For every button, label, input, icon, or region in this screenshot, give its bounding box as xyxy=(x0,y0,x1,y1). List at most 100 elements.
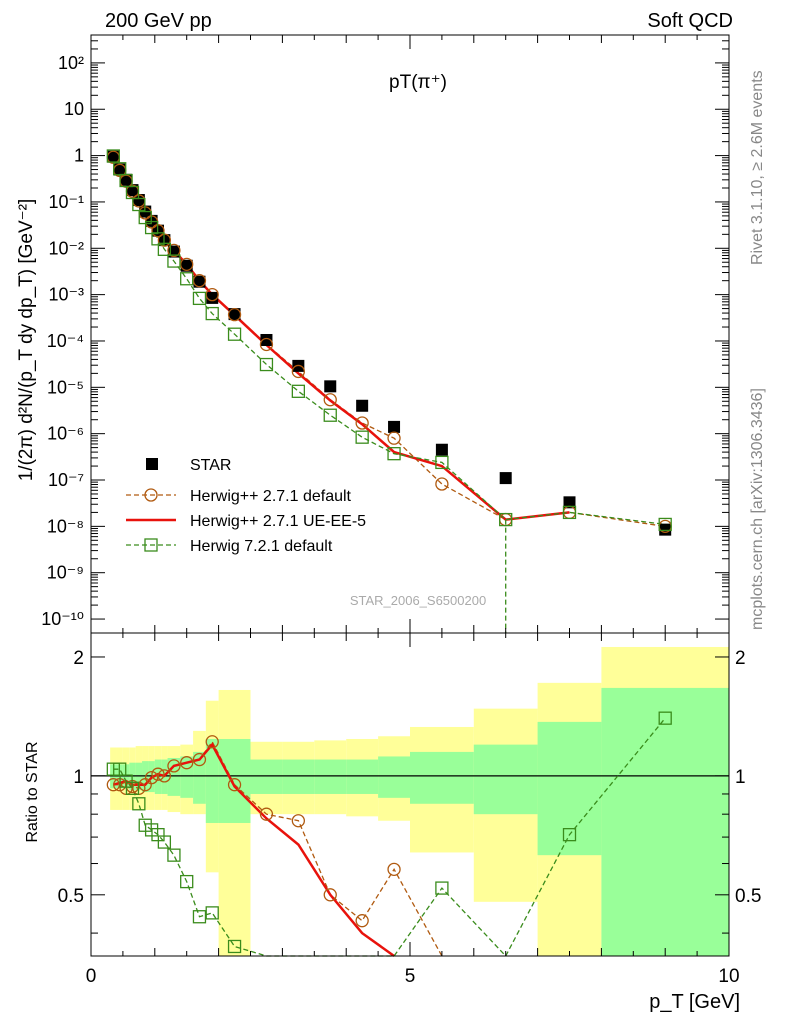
main-y-tick-label: 10⁻¹ xyxy=(48,192,84,212)
ratio-point-herwig721-default xyxy=(167,848,181,862)
ratio-point-herwig721-default xyxy=(205,906,219,920)
main-point-star xyxy=(228,308,241,321)
main-point-herwig721-default xyxy=(323,408,337,422)
ratio-point-herwig271-default xyxy=(151,767,165,781)
main-y-tick-label: 10⁻³ xyxy=(48,285,84,305)
ratio-point-herwig271-default xyxy=(192,752,207,767)
data-marks xyxy=(106,149,672,954)
main-point-herwig721-default xyxy=(562,505,577,520)
ratio-y-tick-label: 0.5 xyxy=(58,886,84,907)
ratio-point-herwig271-default xyxy=(106,778,120,792)
main-point-star xyxy=(113,163,126,176)
legend: STAR Herwig++ 2.7.1 default Herwig++ 2.7… xyxy=(126,457,366,555)
ratio-point-herwig721-default xyxy=(192,910,207,924)
main-y-tick-label: 10⁻⁵ xyxy=(47,377,84,397)
main-y-tick-label: 10⁻⁴ xyxy=(47,331,84,351)
ratio-band-inner-bin xyxy=(250,759,283,794)
main-point-star xyxy=(324,380,337,393)
axes: 0 5 10 10⁻¹⁰ 10⁻⁹ 10⁻⁸ 10⁻⁷ 10⁻⁶ 10⁻⁵ 10⁻⁴ 10⁻³ 10⁻… xyxy=(41,34,761,987)
main-point-herwig271-default xyxy=(291,364,306,379)
ratio-band-inner-bin xyxy=(346,759,379,794)
main-point-herwig721-default xyxy=(157,242,172,256)
ratio-point-herwig271-default xyxy=(259,807,274,821)
ratio-y-tick-label-right: 1 xyxy=(735,767,746,788)
ratio-bands xyxy=(110,646,729,956)
ratio-band-inner-bin xyxy=(473,744,538,815)
main-plot-title: pT(π⁺) xyxy=(389,72,447,93)
main-point-herwig721-default xyxy=(106,149,120,163)
main-point-star xyxy=(659,523,672,536)
ratio-y-tick-label-right: 0.5 xyxy=(735,886,761,907)
analysis-watermark: STAR_2006_S6500200 xyxy=(350,593,486,608)
main-point-herwig721-default xyxy=(227,327,242,341)
main-point-herwig721-default xyxy=(259,357,274,372)
legend-marker-herwig271-default xyxy=(144,488,158,502)
ratio-band-outer-bin xyxy=(218,689,251,956)
main-point-herwig721-default xyxy=(205,306,219,321)
side-label-mcplots: mcplots.cern.ch [arXiv:1306.3436] xyxy=(749,388,766,630)
main-point-herwig721-default xyxy=(132,197,146,212)
header-right: Soft QCD xyxy=(647,10,733,32)
ratio-y-tick-label-right: 2 xyxy=(735,648,746,669)
main-point-herwig271-default xyxy=(259,337,274,352)
main-y-tick-label: 10⁻⁸ xyxy=(47,516,84,536)
ratio-point-herwig271-default xyxy=(387,862,401,876)
ratio-point-herwig271-default xyxy=(144,770,159,785)
ratio-point-herwig721-default xyxy=(157,835,172,849)
ratio-y-axis-label: Ratio to STAR xyxy=(24,741,41,842)
main-y-tick-label: 10⁻⁶ xyxy=(47,424,84,444)
main-y-tick-label: 10⁻⁷ xyxy=(48,470,84,490)
ratio-band-inner-bin xyxy=(180,756,194,798)
main-point-star xyxy=(260,333,273,346)
x-tick-label: 0 xyxy=(86,966,97,987)
main-point-star xyxy=(206,291,219,304)
main-point-herwig271-default xyxy=(387,431,401,445)
x-axis-label: p_T [GeV] xyxy=(649,991,740,1013)
ratio-line-herwig721-default xyxy=(113,717,666,958)
ratio-point-herwig271-default xyxy=(291,814,306,828)
main-point-herwig271-default xyxy=(192,274,207,288)
ratio-band-inner-bin xyxy=(314,759,347,794)
main-point-star xyxy=(435,443,448,456)
main-y-tick-label: 10⁻⁹ xyxy=(47,563,84,583)
ratio-point-herwig721-default xyxy=(227,939,242,954)
main-y-tick-label: 10 xyxy=(64,99,84,119)
ratio-band-inner-bin xyxy=(601,687,729,956)
main-y-axis-label: 1/(2π) d²N/(p_T dy dp_T) [GeV⁻²] xyxy=(16,199,37,482)
legend-label-star: STAR xyxy=(190,457,231,474)
ratio-y-tick-label: 1 xyxy=(73,767,84,788)
legend-marker-star xyxy=(146,458,158,470)
ratio-band-inner-bin xyxy=(205,738,219,823)
ratio-band-inner-bin xyxy=(378,756,410,798)
main-point-herwig721-default xyxy=(355,430,369,444)
main-point-star xyxy=(107,150,120,163)
ratio-point-herwig721-default xyxy=(562,828,577,842)
main-point-herwig721-default xyxy=(387,447,401,461)
side-label-rivet: Rivet 3.1.10, ≥ 2.6M events xyxy=(749,70,766,265)
main-line-herwig271-default xyxy=(112,157,666,528)
ratio-point-herwig271-default xyxy=(180,756,194,770)
ratio-point-herwig721-default xyxy=(658,711,672,725)
ratio-point-herwig271-default xyxy=(167,759,181,773)
x-tick-label: 5 xyxy=(405,966,416,987)
main-y-tick-label: 10⁻¹⁰ xyxy=(41,609,84,629)
legend-label-herwig271-ueee5: Herwig++ 2.7.1 UE-EE-5 xyxy=(190,513,366,530)
ratio-point-herwig721-default xyxy=(180,874,194,889)
header-left: 200 GeV pp xyxy=(105,10,212,32)
main-point-herwig721-default xyxy=(180,272,194,286)
main-y-tick-label: 10⁻² xyxy=(48,238,84,258)
ratio-point-herwig721-default xyxy=(132,797,146,811)
main-point-star xyxy=(193,275,206,288)
main-point-herwig271-default xyxy=(180,257,194,272)
legend-marker-herwig721-default xyxy=(144,538,158,552)
main-point-herwig721-default xyxy=(291,384,306,398)
main-point-herwig271-default xyxy=(205,287,219,302)
legend-label-herwig271-default: Herwig++ 2.7.1 default xyxy=(190,488,352,505)
ratio-point-herwig271-default xyxy=(227,778,242,792)
ratio-point-herwig721-default xyxy=(125,781,140,795)
main-point-star xyxy=(120,173,133,186)
ratio-point-herwig271-default xyxy=(205,735,219,749)
ratio-band-inner-bin xyxy=(410,751,474,804)
main-point-herwig721-default xyxy=(499,512,513,527)
main-y-tick-label: 1 xyxy=(74,146,84,166)
